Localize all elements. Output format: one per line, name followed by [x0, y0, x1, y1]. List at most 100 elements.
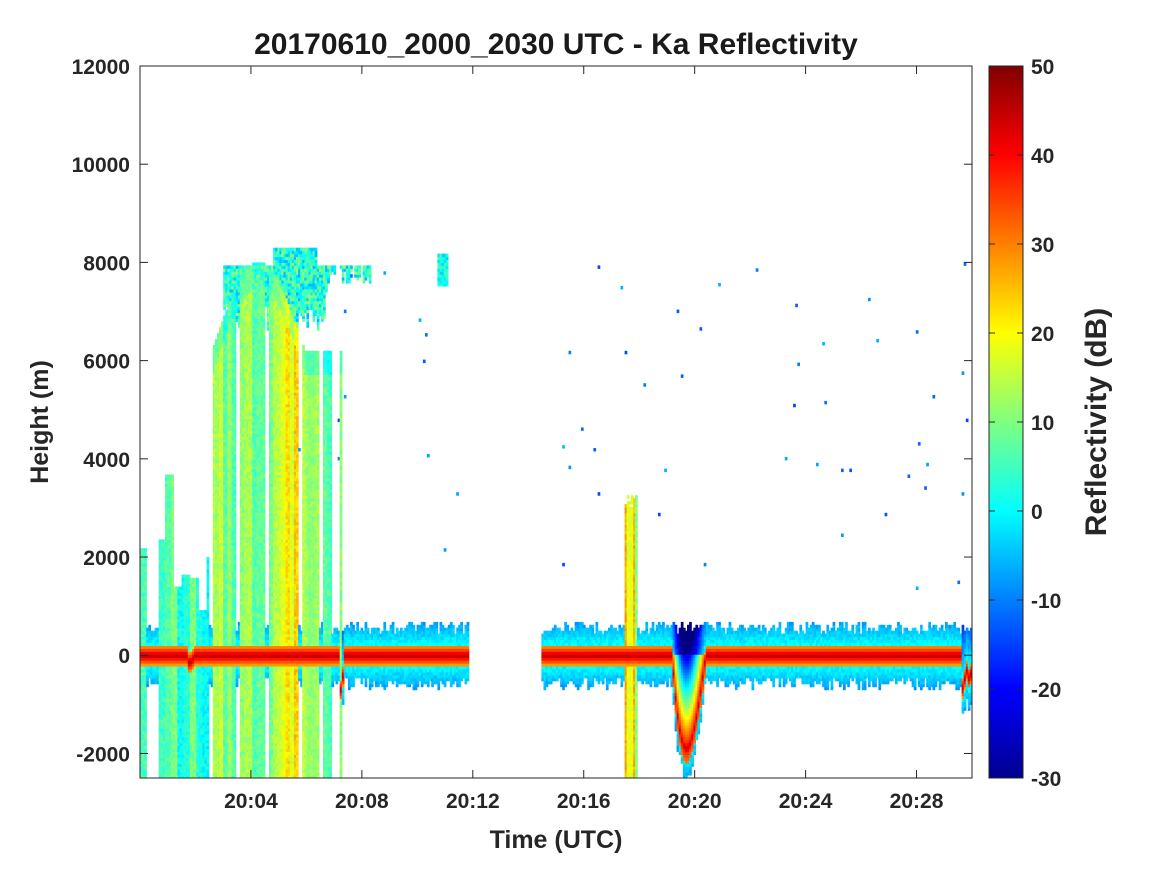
heatmap-cell	[214, 371, 218, 375]
heatmap-cell	[250, 506, 253, 511]
heatmap-cell	[229, 583, 233, 588]
heatmap-cell	[233, 283, 237, 287]
heatmap-cell	[221, 725, 224, 729]
heatmap-cell	[229, 462, 233, 467]
heatmap-cell	[212, 536, 216, 540]
heatmap-cell	[142, 633, 145, 638]
heatmap-cell	[239, 294, 243, 299]
heatmap-cell	[241, 639, 245, 643]
heatmap-cell	[162, 592, 166, 596]
heatmap-cell	[160, 722, 164, 726]
heatmap-cell	[233, 436, 237, 440]
heatmap-cell	[177, 704, 181, 708]
heatmap-cell	[227, 418, 231, 423]
heatmap-cell	[231, 692, 235, 697]
heatmap-cell	[219, 775, 222, 778]
heatmap-cell	[212, 642, 216, 646]
heatmap-cell	[223, 527, 226, 532]
heatmap-cell	[225, 751, 228, 755]
heatmap-cell	[248, 568, 251, 573]
heatmap-cell	[248, 554, 251, 558]
heatmap-cell	[167, 727, 170, 732]
heatmap-cell	[219, 621, 222, 626]
heatmap-cell	[231, 303, 235, 308]
heatmap-cell	[219, 654, 222, 658]
heatmap-cell	[212, 483, 216, 487]
heatmap-cell	[241, 389, 245, 393]
heatmap-cell	[185, 730, 189, 735]
heatmap-cell	[183, 680, 187, 685]
heatmap-cell	[225, 465, 228, 470]
heatmap-cell	[244, 480, 247, 484]
heatmap-cell	[233, 303, 237, 308]
heatmap-cell	[223, 403, 226, 408]
heatmap-cell	[248, 309, 251, 314]
heatmap-cell	[217, 483, 220, 487]
heatmap-cell	[179, 598, 183, 602]
heatmap-cell	[204, 683, 208, 688]
heatmap-cell	[248, 592, 251, 596]
heatmap-cell	[140, 686, 143, 691]
heatmap-cell	[171, 486, 174, 490]
heatmap-cell	[214, 480, 218, 484]
heatmap-cell	[142, 704, 145, 708]
heatmap-cell	[241, 397, 245, 402]
heatmap-cell	[250, 504, 253, 508]
heatmap-cell	[208, 680, 212, 685]
heatmap-cell	[171, 719, 174, 723]
heatmap-cell	[239, 754, 243, 758]
heatmap-cell	[177, 624, 181, 629]
heatmap-cell	[250, 695, 253, 699]
heatmap-cell	[241, 557, 245, 561]
heatmap-cell	[239, 347, 243, 352]
heatmap-cell	[200, 769, 203, 773]
heatmap-cell	[185, 669, 189, 673]
heatmap-cell	[171, 686, 174, 691]
heatmap-cell	[214, 730, 218, 735]
heatmap-cell	[196, 695, 199, 699]
heatmap-cell	[158, 583, 162, 588]
heatmap-cell	[246, 545, 249, 549]
heatmap-cell	[156, 674, 160, 679]
heatmap-cell	[189, 760, 193, 764]
heatmap-cell	[179, 669, 183, 673]
heatmap-cell	[179, 739, 183, 744]
heatmap-cell	[246, 318, 249, 322]
heatmap-cell	[231, 462, 235, 467]
heatmap-cell	[154, 680, 158, 685]
heatmap-cell	[217, 521, 220, 526]
heatmap-cell	[221, 560, 224, 564]
heatmap-cell	[169, 642, 172, 646]
heatmap-cell	[221, 356, 224, 361]
heatmap-cell	[204, 677, 208, 682]
heatmap-cell	[144, 666, 147, 670]
heatmap-cell	[239, 583, 243, 588]
heatmap-cell	[233, 501, 237, 505]
heatmap-cell	[169, 492, 172, 496]
heatmap-cell	[241, 498, 245, 502]
heatmap-cell	[219, 736, 222, 741]
heatmap-cell	[219, 754, 222, 758]
heatmap-cell	[177, 671, 181, 676]
heatmap-cell	[214, 595, 218, 599]
heatmap-cell	[233, 406, 237, 411]
heatmap-cell	[246, 395, 249, 399]
heatmap-cell	[225, 294, 228, 299]
heatmap-cell	[214, 506, 218, 511]
heatmap-cell	[241, 610, 245, 614]
heatmap-cell	[225, 586, 228, 590]
heatmap-cell	[196, 719, 199, 723]
heatmap-cell	[250, 727, 253, 732]
heatmap-cell	[244, 716, 247, 720]
heatmap-cell	[169, 701, 172, 705]
heatmap-cell	[167, 518, 170, 523]
heatmap-cell	[241, 542, 245, 546]
heatmap-cell	[165, 742, 168, 747]
heatmap-cell	[248, 733, 251, 738]
heatmap-cell	[229, 719, 233, 723]
heatmap-cell	[158, 618, 162, 623]
heatmap-cell	[212, 692, 216, 697]
heatmap-cell	[219, 692, 222, 697]
heatmap-cell	[227, 621, 231, 626]
heatmap-cell	[221, 424, 224, 428]
